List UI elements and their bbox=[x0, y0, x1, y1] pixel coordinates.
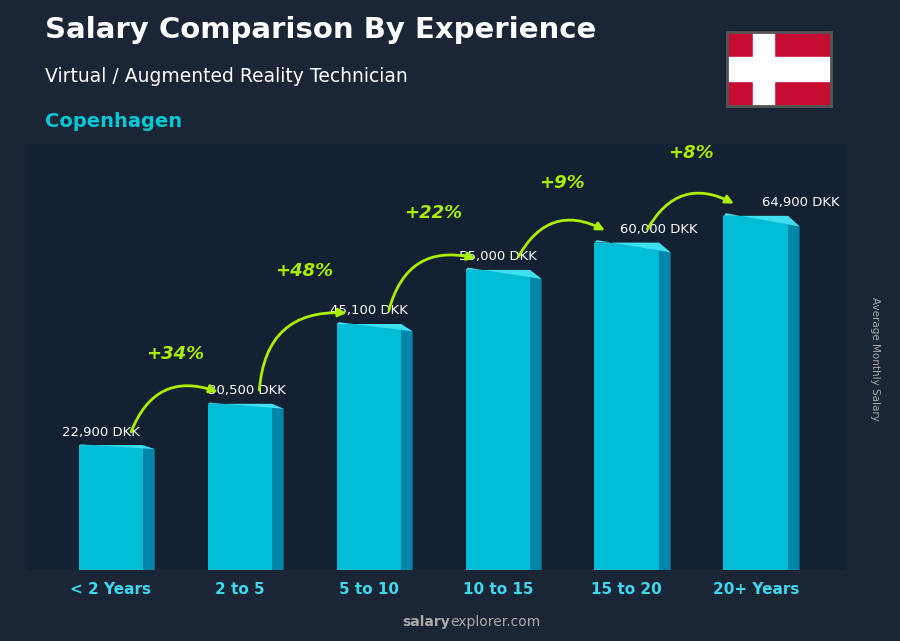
Polygon shape bbox=[78, 445, 143, 570]
Polygon shape bbox=[724, 216, 788, 570]
Bar bbox=[727, 57, 831, 81]
Text: explorer.com: explorer.com bbox=[450, 615, 540, 629]
Polygon shape bbox=[465, 270, 530, 570]
Polygon shape bbox=[143, 445, 155, 570]
Polygon shape bbox=[530, 270, 542, 570]
Text: Average Monthly Salary: Average Monthly Salary bbox=[869, 297, 880, 421]
Text: Virtual / Augmented Reality Technician: Virtual / Augmented Reality Technician bbox=[45, 67, 408, 87]
Text: salary: salary bbox=[402, 615, 450, 629]
Polygon shape bbox=[595, 240, 670, 253]
Text: +34%: +34% bbox=[147, 345, 204, 363]
Text: +48%: +48% bbox=[275, 262, 333, 279]
Text: 64,900 DKK: 64,900 DKK bbox=[762, 196, 840, 209]
Text: 22,900 DKK: 22,900 DKK bbox=[62, 426, 140, 439]
Text: 45,100 DKK: 45,100 DKK bbox=[330, 304, 408, 317]
Polygon shape bbox=[595, 242, 659, 570]
Polygon shape bbox=[465, 268, 542, 279]
Polygon shape bbox=[724, 213, 799, 226]
Text: Copenhagen: Copenhagen bbox=[45, 112, 182, 131]
Text: 30,500 DKK: 30,500 DKK bbox=[208, 384, 285, 397]
Polygon shape bbox=[208, 403, 284, 409]
Polygon shape bbox=[337, 324, 401, 570]
Polygon shape bbox=[401, 324, 412, 570]
Text: +22%: +22% bbox=[404, 204, 463, 222]
Text: 55,000 DKK: 55,000 DKK bbox=[459, 251, 537, 263]
Bar bbox=[753, 32, 774, 106]
Text: 60,000 DKK: 60,000 DKK bbox=[620, 223, 698, 236]
Polygon shape bbox=[788, 216, 799, 570]
Polygon shape bbox=[272, 404, 284, 570]
Text: Salary Comparison By Experience: Salary Comparison By Experience bbox=[45, 16, 596, 44]
Polygon shape bbox=[337, 322, 412, 331]
Text: +8%: +8% bbox=[669, 144, 714, 162]
Polygon shape bbox=[659, 242, 670, 570]
Polygon shape bbox=[78, 444, 155, 449]
Polygon shape bbox=[208, 404, 272, 570]
Text: +9%: +9% bbox=[539, 174, 585, 192]
